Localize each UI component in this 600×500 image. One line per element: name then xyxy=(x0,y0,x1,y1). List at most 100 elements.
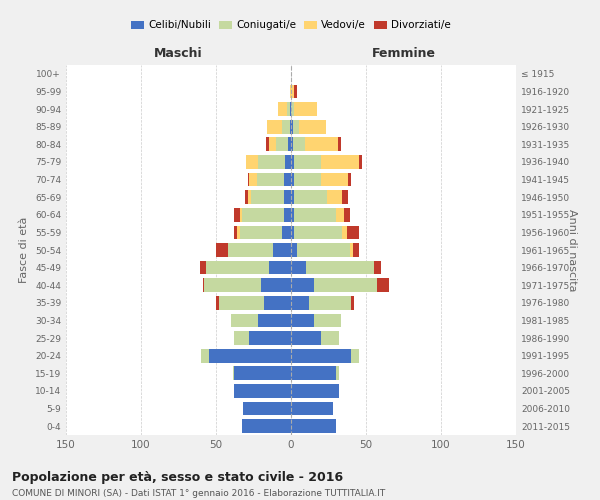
Bar xyxy=(294,208,336,222)
Bar xyxy=(199,260,205,274)
Bar xyxy=(201,349,209,362)
Bar xyxy=(309,296,351,310)
Bar xyxy=(321,155,359,169)
Bar xyxy=(353,243,359,257)
Bar xyxy=(203,278,204,292)
Bar xyxy=(327,190,342,204)
Bar xyxy=(282,120,290,134)
Bar xyxy=(290,102,291,116)
Bar xyxy=(336,366,339,380)
Bar xyxy=(291,226,294,239)
Bar xyxy=(237,226,240,239)
Bar xyxy=(267,120,282,134)
Text: COMUNE DI MINORI (SA) - Dati ISTAT 1° gennaio 2016 - Elaborazione TUTTITALIA.IT: COMUNE DI MINORI (SA) - Dati ISTAT 1° ge… xyxy=(12,489,385,498)
Bar xyxy=(249,331,291,345)
Bar xyxy=(209,349,291,362)
Bar xyxy=(240,208,241,222)
Bar xyxy=(248,190,251,204)
Bar xyxy=(294,190,327,204)
Bar xyxy=(291,172,294,186)
Bar xyxy=(288,138,291,151)
Bar xyxy=(291,120,293,134)
Bar xyxy=(314,278,377,292)
Bar xyxy=(276,138,288,151)
Bar xyxy=(264,296,291,310)
Bar xyxy=(291,138,293,151)
Bar xyxy=(248,172,249,186)
Bar xyxy=(321,331,339,345)
Bar xyxy=(349,243,353,257)
Bar xyxy=(291,420,336,433)
Bar xyxy=(261,278,291,292)
Bar xyxy=(293,138,305,151)
Bar xyxy=(314,314,341,328)
Bar xyxy=(234,208,240,222)
Bar xyxy=(347,226,359,239)
Bar xyxy=(373,260,381,274)
Bar xyxy=(297,243,349,257)
Bar xyxy=(285,155,291,169)
Bar xyxy=(291,260,306,274)
Bar xyxy=(282,226,291,239)
Bar xyxy=(291,155,294,169)
Bar xyxy=(243,402,291,415)
Bar xyxy=(287,102,290,116)
Bar xyxy=(291,402,333,415)
Bar xyxy=(265,138,269,151)
Bar xyxy=(342,226,347,239)
Bar xyxy=(351,349,359,362)
Bar xyxy=(291,314,314,328)
Bar xyxy=(269,260,291,274)
Bar xyxy=(234,384,291,398)
Bar xyxy=(351,296,354,310)
Bar xyxy=(299,120,325,134)
Bar xyxy=(284,208,291,222)
Bar xyxy=(377,278,389,292)
Bar xyxy=(294,102,317,116)
Bar xyxy=(233,366,234,380)
Bar xyxy=(216,296,219,310)
Bar xyxy=(294,226,342,239)
Bar xyxy=(321,172,348,186)
Y-axis label: Fasce di età: Fasce di età xyxy=(19,217,29,283)
Bar xyxy=(291,296,309,310)
Bar xyxy=(234,331,249,345)
Bar xyxy=(291,349,351,362)
Bar xyxy=(245,190,248,204)
Bar xyxy=(290,84,291,98)
Bar xyxy=(284,190,291,204)
Bar xyxy=(258,155,285,169)
Bar xyxy=(337,138,341,151)
Bar xyxy=(359,155,361,169)
Bar xyxy=(228,243,273,257)
Bar xyxy=(343,208,349,222)
Bar xyxy=(290,120,291,134)
Bar xyxy=(294,172,321,186)
Bar xyxy=(291,278,314,292)
Bar xyxy=(241,420,291,433)
Bar xyxy=(294,155,321,169)
Bar xyxy=(277,102,287,116)
Bar xyxy=(284,172,291,186)
Bar xyxy=(336,208,343,222)
Bar xyxy=(231,314,258,328)
Bar xyxy=(246,155,258,169)
Bar xyxy=(234,366,291,380)
Bar xyxy=(273,243,291,257)
Bar xyxy=(291,208,294,222)
Bar xyxy=(258,314,291,328)
Bar xyxy=(348,172,351,186)
Bar xyxy=(294,84,297,98)
Bar xyxy=(291,331,321,345)
Bar xyxy=(291,84,294,98)
Bar xyxy=(205,260,269,274)
Bar xyxy=(306,260,373,274)
Bar xyxy=(342,190,348,204)
Bar xyxy=(293,120,299,134)
Text: Popolazione per età, sesso e stato civile - 2016: Popolazione per età, sesso e stato civil… xyxy=(12,471,343,484)
Bar xyxy=(219,296,264,310)
Bar xyxy=(291,366,336,380)
Bar xyxy=(204,278,261,292)
Bar xyxy=(305,138,337,151)
Text: Femmine: Femmine xyxy=(371,46,436,60)
